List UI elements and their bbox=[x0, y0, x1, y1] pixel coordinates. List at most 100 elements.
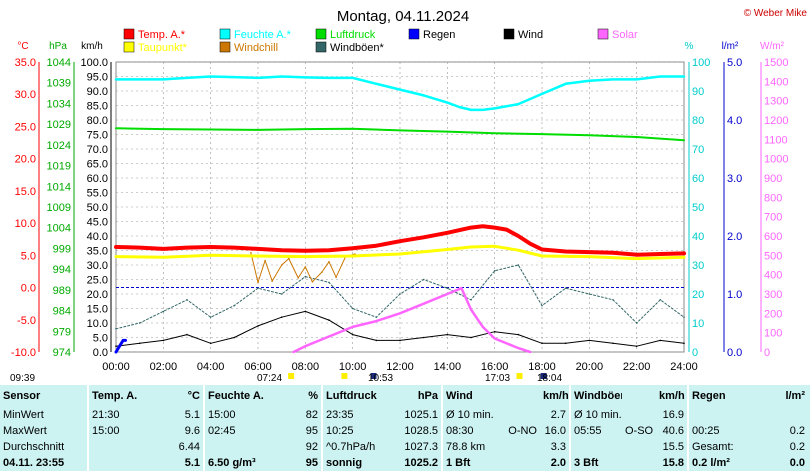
data-point-temp-a bbox=[280, 249, 283, 251]
axis-temp: 30.0 bbox=[15, 89, 36, 101]
axis-wind: 95.0 bbox=[87, 72, 108, 84]
data-point-feuchte-a bbox=[115, 78, 117, 81]
data-point-windb-en bbox=[351, 307, 354, 310]
data-point-wind bbox=[541, 342, 543, 345]
axis-rain: 2.0 bbox=[727, 231, 742, 243]
axis-wind: 50.0 bbox=[87, 202, 108, 214]
data-point-windb-en bbox=[422, 278, 425, 281]
x-tick-label: 20:00 bbox=[576, 361, 604, 373]
data-point-feuchte-a bbox=[138, 78, 141, 81]
data-point-regen bbox=[115, 351, 117, 353]
axis-solar: 900 bbox=[764, 173, 782, 185]
axis-rain: 1.0 bbox=[727, 289, 742, 301]
axis-rain: 0.0 bbox=[727, 347, 742, 359]
data-point-windb-en bbox=[470, 299, 472, 301]
data-point-temp-a bbox=[541, 248, 543, 251]
axis-wind: 100.0 bbox=[80, 57, 108, 69]
data-point-luftdruck bbox=[683, 139, 685, 142]
axis-pressure: 999 bbox=[53, 243, 71, 255]
data-point-feuchte-a bbox=[375, 83, 378, 85]
data-point-taupunkt bbox=[162, 256, 165, 259]
data-point-temp-a bbox=[493, 226, 496, 229]
data-point-wind bbox=[138, 342, 141, 345]
data-point-luftdruck bbox=[635, 136, 638, 138]
data-point-temp-a bbox=[422, 236, 425, 239]
data-point-windb-en bbox=[517, 264, 520, 266]
rain-unit: l/m² bbox=[785, 390, 805, 402]
legend-swatch bbox=[503, 28, 515, 40]
data-point-feuchte-a bbox=[257, 77, 259, 79]
cell-wind-v: 2.7 bbox=[550, 409, 566, 421]
axis-humidity: 30 bbox=[692, 260, 704, 272]
cell-rain-v: 0.2 bbox=[789, 425, 805, 437]
table-row: MaxWert 15:00 9.6 02:45 95 10:25 1028.5 08:30 O-… bbox=[0, 423, 808, 439]
axis-wind: 0.0 bbox=[93, 347, 108, 359]
legend-swatch bbox=[123, 28, 135, 40]
x-tick-label: 08:00 bbox=[292, 361, 320, 373]
cell-hum-v: 82 bbox=[305, 409, 318, 421]
axis-wind: 85.0 bbox=[87, 101, 108, 113]
cell-wind-t: 1 Bft bbox=[441, 455, 504, 471]
axis-solar: 1500 bbox=[764, 57, 788, 69]
weather-chart: Montag, 04.11.2024 © Weber Mike Temp. A.… bbox=[10, 8, 807, 384]
data-point-taupunkt bbox=[517, 249, 520, 251]
temp-header: Temp. A. bbox=[87, 385, 154, 407]
cell-gust-m: O-SO bbox=[625, 425, 654, 437]
cell-press-t: sonnig bbox=[321, 455, 388, 471]
cell-label: MinWert bbox=[3, 409, 44, 421]
axis-humidity: 0 bbox=[692, 347, 698, 359]
data-point-windb-en bbox=[115, 328, 117, 330]
axis-solar: 700 bbox=[764, 212, 782, 224]
data-point-solar bbox=[470, 308, 472, 311]
data-point-taupunkt bbox=[115, 255, 117, 258]
axis-wind: 80.0 bbox=[87, 115, 108, 127]
data-point-luftdruck bbox=[446, 130, 449, 133]
data-point-solar bbox=[375, 320, 378, 322]
legend-swatch bbox=[315, 28, 327, 40]
cell-hum-t: 15:00 bbox=[203, 407, 270, 423]
cell-temp-t bbox=[87, 439, 154, 455]
legend-swatch bbox=[408, 28, 420, 40]
data-point-temp-a bbox=[328, 249, 330, 251]
data-point-windchill bbox=[304, 266, 307, 268]
data-point-feuchte-a bbox=[683, 75, 685, 78]
data-point-taupunkt bbox=[209, 254, 212, 257]
data-point-temp-a bbox=[399, 240, 401, 242]
data-point-regen bbox=[124, 339, 127, 342]
data-point-wind bbox=[351, 333, 354, 336]
cell-gust-m bbox=[622, 439, 656, 455]
axis-wind: 45.0 bbox=[87, 217, 108, 229]
data-point-windchill bbox=[280, 264, 283, 266]
data-point-regen bbox=[122, 339, 124, 342]
gust-unit: km/h bbox=[659, 390, 685, 402]
cell-label: Durchschnitt bbox=[3, 441, 65, 453]
data-point-windb-en bbox=[162, 310, 165, 313]
cell-rain-t: Gesamt: bbox=[687, 439, 750, 455]
cell-hum-v: 95 bbox=[305, 457, 318, 469]
data-point-solar bbox=[529, 351, 531, 353]
axis-wind: 35.0 bbox=[87, 246, 108, 258]
x-tick-label: 06:00 bbox=[244, 361, 272, 373]
cell-hum-t: 6.50 g/m³ bbox=[203, 455, 270, 471]
data-point-wind bbox=[683, 342, 685, 345]
data-point-solar bbox=[399, 312, 401, 315]
data-point-taupunkt bbox=[493, 245, 496, 248]
axis-pressure: 1034 bbox=[47, 98, 71, 110]
cell-wind-m bbox=[504, 455, 540, 471]
cell-press-t: ^0.7hPa/h bbox=[321, 439, 388, 455]
data-point-luftdruck bbox=[115, 127, 117, 130]
axis-wind: 20.0 bbox=[87, 289, 108, 301]
data-point-wind bbox=[635, 345, 638, 348]
axis-unit-humidity: % bbox=[685, 41, 694, 52]
time-marker-icon bbox=[370, 373, 377, 379]
data-point-feuchte-a bbox=[351, 77, 354, 79]
axis-unit-rain: l/m² bbox=[722, 41, 739, 52]
axis-wind: 65.0 bbox=[87, 159, 108, 171]
cell-label: 04.11. 23:55 bbox=[3, 457, 65, 469]
data-point-luftdruck bbox=[351, 127, 354, 130]
data-point-windchill bbox=[335, 276, 337, 279]
legend-swatch bbox=[597, 28, 609, 40]
data-point-wind bbox=[162, 339, 165, 342]
time-markers: 09:39 07:24 10:53 17:03 18:04 bbox=[10, 373, 562, 384]
axis-rain: 4.0 bbox=[727, 115, 742, 127]
